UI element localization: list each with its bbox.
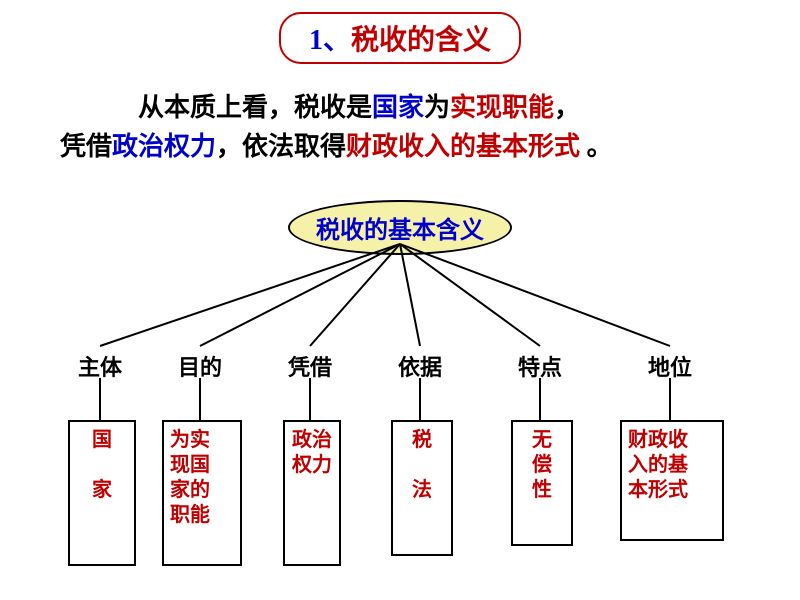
concept-box: 税 法 bbox=[391, 420, 453, 556]
title-number: 1、 bbox=[309, 25, 351, 56]
category-label: 凭借 bbox=[280, 350, 340, 382]
category-label: 依据 bbox=[390, 350, 450, 382]
sentence-part: 从本质上看，税收是 bbox=[60, 93, 372, 122]
category-label: 特点 bbox=[510, 350, 570, 382]
concept-box: 为实现国家的职能 bbox=[162, 420, 242, 566]
sentence-part: ， bbox=[554, 93, 580, 122]
title-box: 1、税收的含义 bbox=[279, 12, 521, 64]
title-text: 税收的含义 bbox=[351, 25, 491, 56]
sentence-part: ，依法取得 bbox=[216, 132, 346, 161]
concept-box: 政治权力 bbox=[283, 420, 341, 566]
center-ellipse: 税收的基本含义 bbox=[288, 200, 512, 255]
sentence-part: 国家 bbox=[372, 93, 424, 122]
sentence-part: 。 bbox=[580, 132, 613, 161]
sentence-part: 凭借 bbox=[60, 132, 112, 161]
sentence-part: 为 bbox=[424, 93, 450, 122]
concept-box: 财政收入的基本形式 bbox=[620, 420, 724, 541]
sentence-part: 财政收入的基本形式 bbox=[346, 132, 580, 161]
sentence-part: 实现职能 bbox=[450, 93, 554, 122]
ellipse-text: 税收的基本含义 bbox=[316, 218, 484, 244]
sentence-part: 政治权力 bbox=[112, 132, 216, 161]
category-label: 目的 bbox=[170, 350, 230, 382]
concept-box: 无偿性 bbox=[511, 420, 573, 546]
category-label: 地位 bbox=[640, 350, 700, 382]
definition-sentence: 从本质上看，税收是国家为实现职能， 凭借政治权力，依法取得财政收入的基本形式 。 bbox=[60, 88, 760, 166]
concept-box: 国 家 bbox=[68, 420, 136, 566]
category-label: 主体 bbox=[70, 350, 130, 382]
